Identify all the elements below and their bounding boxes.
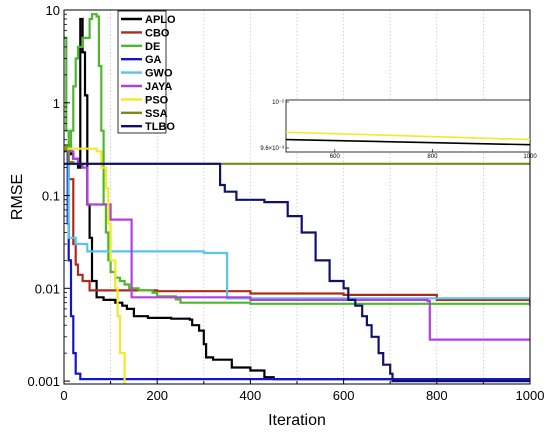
x-axis: 0 200 400 600 800 1000 xyxy=(60,378,544,403)
inset-zoom: 600 800 1000 10⁻² 9.6×10⁻³ xyxy=(260,99,537,160)
legend-label-tlbo: TLBO xyxy=(145,121,175,133)
inset-y-tick-label: 10⁻² xyxy=(272,100,284,106)
legend-label-ga: GA xyxy=(145,54,162,66)
series-line-cbo xyxy=(64,150,530,306)
y-axis-label: RMSE xyxy=(9,174,26,220)
x-tick-label: 0 xyxy=(60,388,67,403)
series-line-tlbo xyxy=(64,162,530,383)
y-axis: 0.001 0.01 0.1 1 10 xyxy=(27,3,70,389)
inset-series-line xyxy=(285,131,531,141)
series-line-aplo xyxy=(64,17,530,382)
legend-label-pso: PSO xyxy=(145,94,169,106)
legend-label-aplo: APLO xyxy=(145,14,176,26)
inset-axis: 600 800 1000 10⁻² 9.6×10⁻³ xyxy=(260,100,537,160)
x-tick-label: 1000 xyxy=(516,388,545,403)
legend-label-de: DE xyxy=(145,41,160,53)
x-tick-label: 800 xyxy=(426,388,448,403)
legend-label-jaya: JAYA xyxy=(145,81,172,93)
y-tick-label: 10 xyxy=(46,3,60,18)
grid-lines xyxy=(110,10,484,384)
legend-label-cbo: CBO xyxy=(145,27,170,39)
inset-x-tick-label: 600 xyxy=(330,154,341,160)
inset-x-tick-label: 800 xyxy=(427,154,438,160)
x-tick-label: 400 xyxy=(240,388,262,403)
series-line-pso xyxy=(64,147,530,384)
y-tick-label: 1 xyxy=(53,96,60,111)
inset-y-tick-label: 9.6×10⁻³ xyxy=(260,146,284,152)
inset-series-line xyxy=(285,138,531,146)
x-tick-label: 600 xyxy=(333,388,355,403)
inset-series-group xyxy=(285,131,531,146)
x-axis-label: Iteration xyxy=(268,412,326,429)
legend-label-ssa: SSA xyxy=(145,108,168,120)
series-line-jaya xyxy=(64,150,530,341)
y-tick-label: 0.01 xyxy=(35,281,60,296)
legend-label-gwo: GWO xyxy=(145,68,173,80)
series-group xyxy=(64,13,530,384)
inset-x-tick-label: 1000 xyxy=(523,154,537,160)
series-line-gwo xyxy=(64,150,530,300)
y-tick-label: 0.001 xyxy=(27,374,60,389)
y-tick-label: 0.1 xyxy=(42,189,60,204)
x-tick-label: 200 xyxy=(146,388,168,403)
